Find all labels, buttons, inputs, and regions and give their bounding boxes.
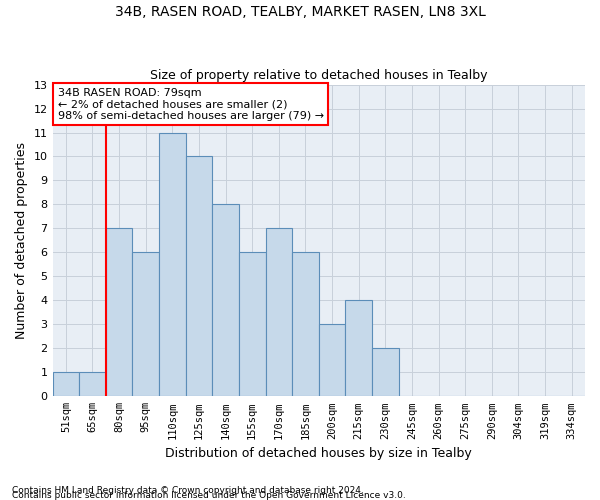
Text: Contains HM Land Registry data © Crown copyright and database right 2024.: Contains HM Land Registry data © Crown c… [12, 486, 364, 495]
Bar [346, 300, 372, 396]
Bar [319, 324, 346, 396]
Text: Contains public sector information licensed under the Open Government Licence v3: Contains public sector information licen… [12, 491, 406, 500]
Bar [133, 252, 159, 396]
Bar [292, 252, 319, 396]
Bar [212, 204, 239, 396]
Bar [53, 372, 79, 396]
Title: Size of property relative to detached houses in Tealby: Size of property relative to detached ho… [150, 69, 488, 82]
Bar [185, 156, 212, 396]
Bar [79, 372, 106, 396]
Y-axis label: Number of detached properties: Number of detached properties [15, 142, 28, 339]
X-axis label: Distribution of detached houses by size in Tealby: Distribution of detached houses by size … [166, 447, 472, 460]
Text: 34B RASEN ROAD: 79sqm
← 2% of detached houses are smaller (2)
98% of semi-detach: 34B RASEN ROAD: 79sqm ← 2% of detached h… [58, 88, 324, 121]
Bar [159, 132, 185, 396]
Text: 34B, RASEN ROAD, TEALBY, MARKET RASEN, LN8 3XL: 34B, RASEN ROAD, TEALBY, MARKET RASEN, L… [115, 5, 485, 19]
Bar [239, 252, 266, 396]
Bar [372, 348, 398, 397]
Bar [106, 228, 133, 396]
Bar [266, 228, 292, 396]
